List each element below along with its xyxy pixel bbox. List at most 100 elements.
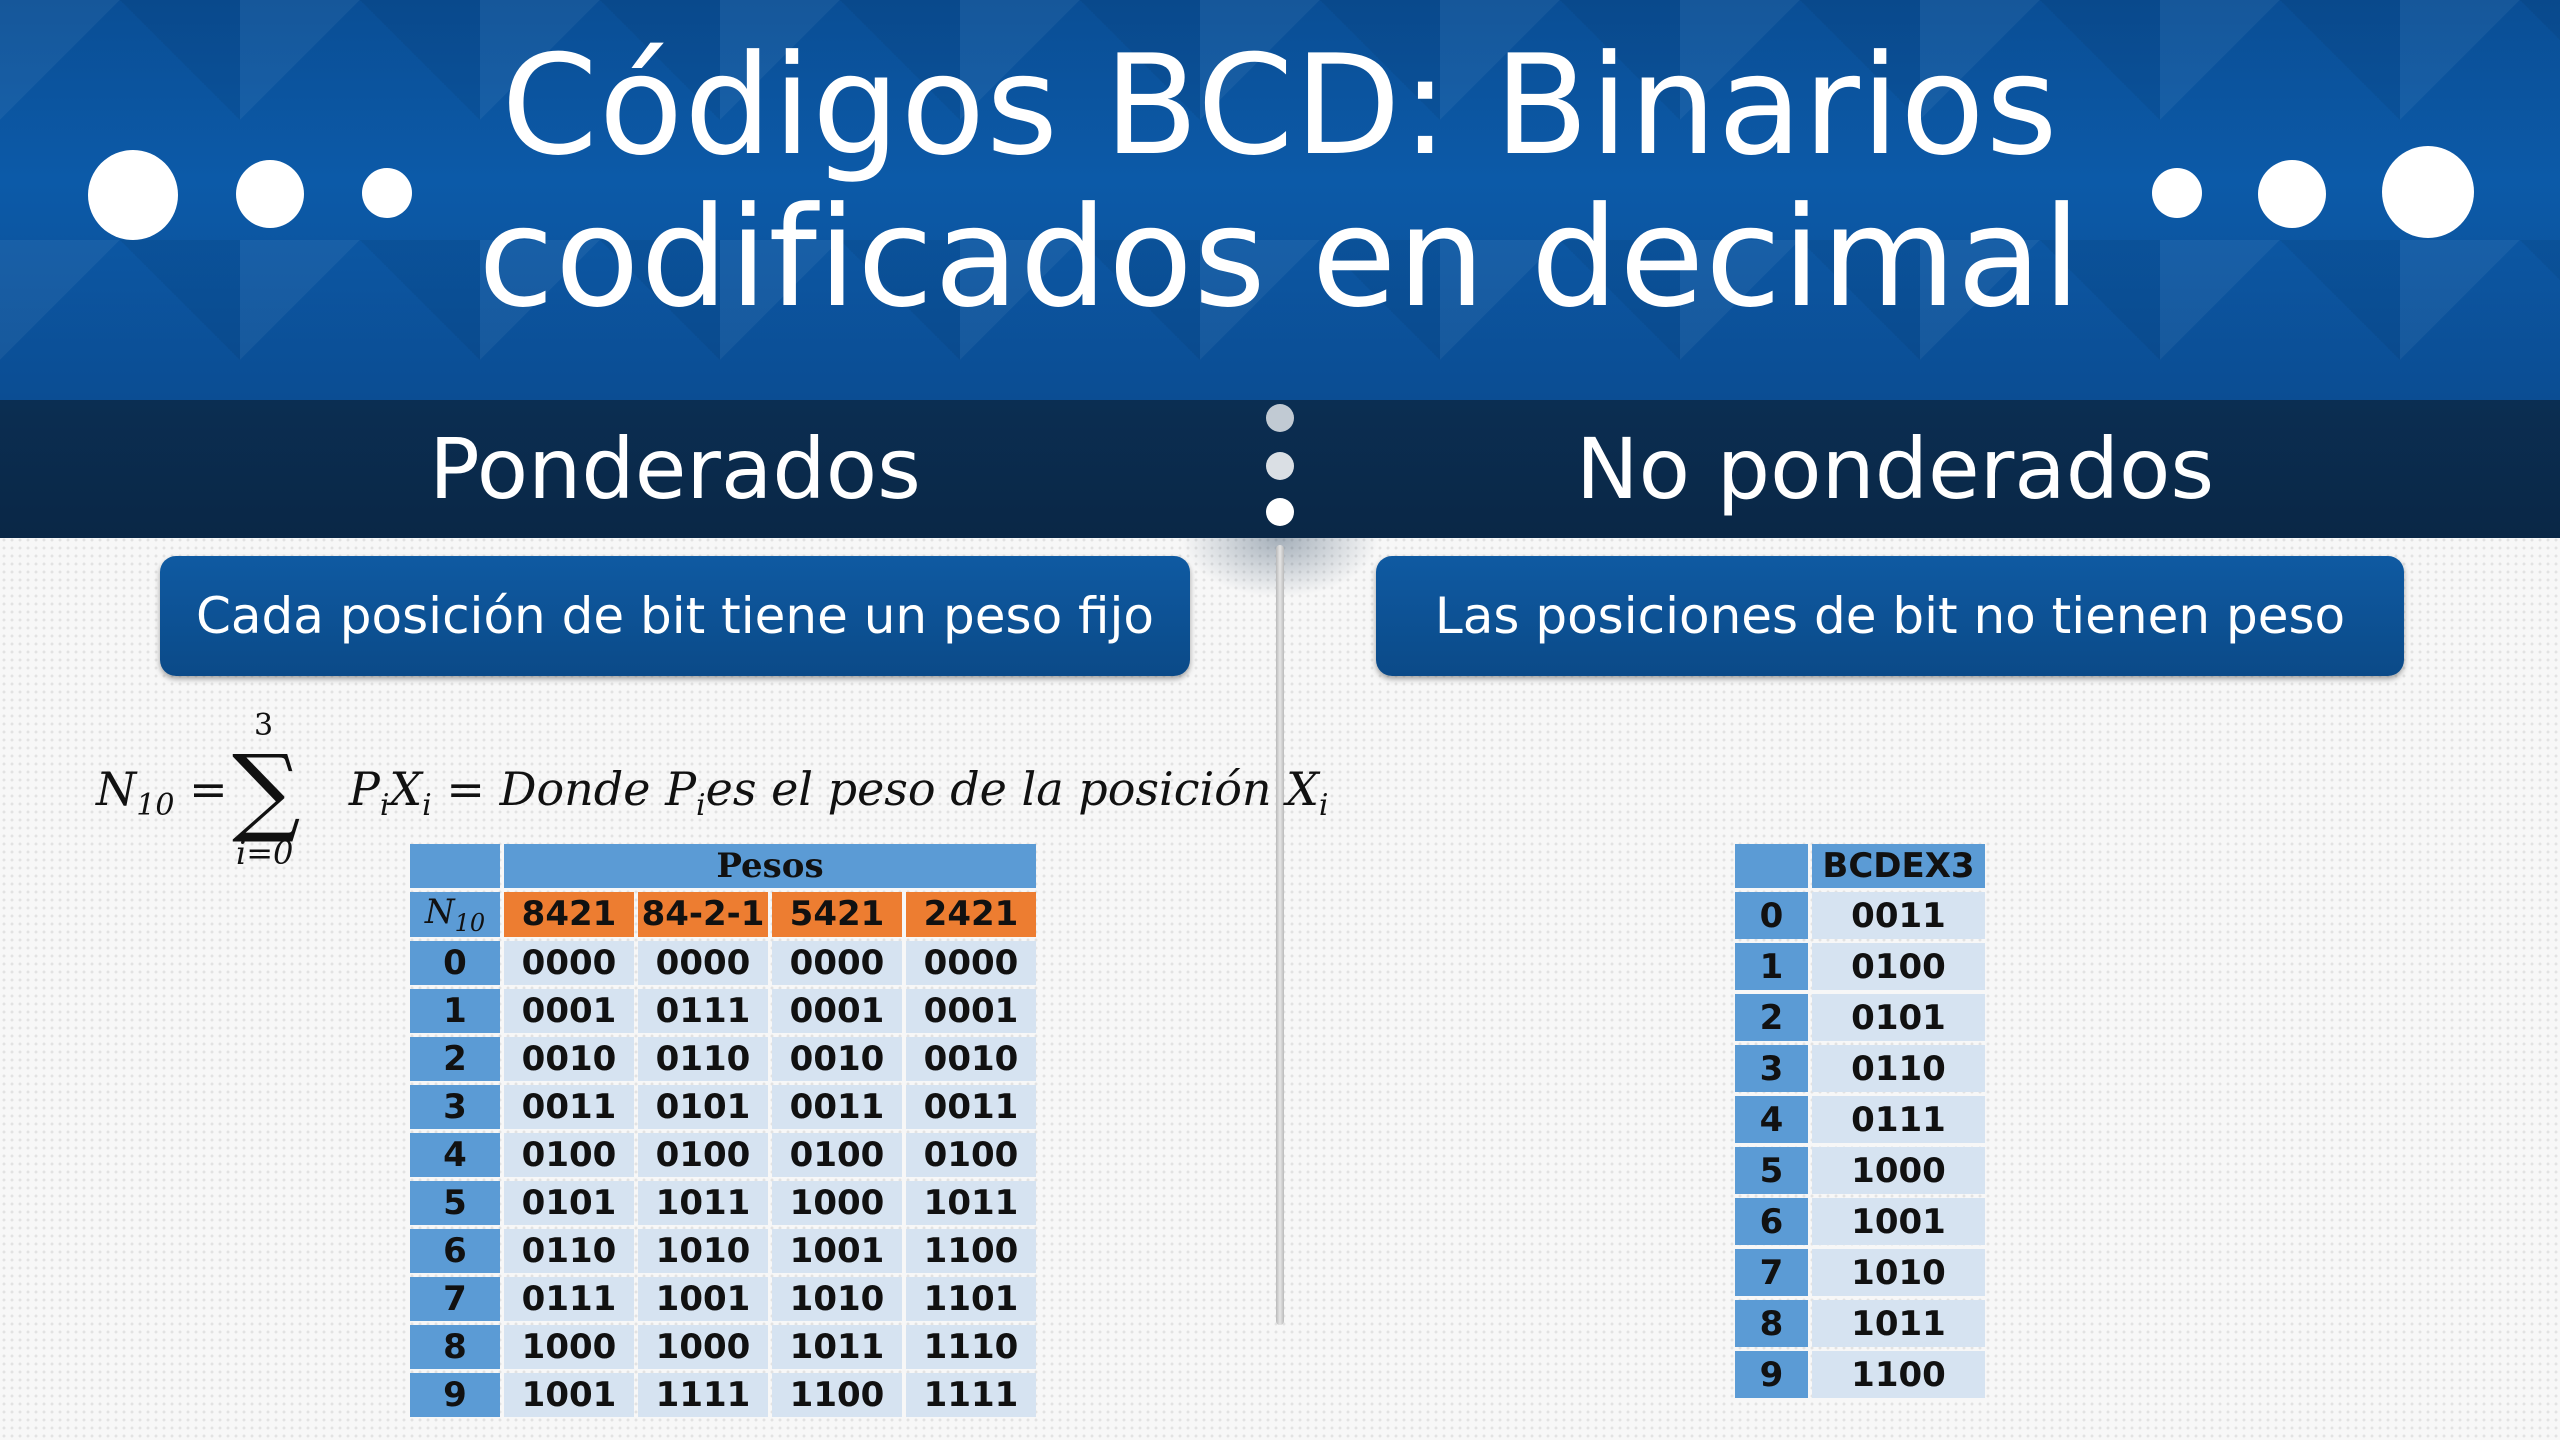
decimal-digit: 3 (410, 1084, 500, 1129)
weight-column-header: 5421 (772, 892, 902, 937)
code-cell: 0100 (906, 1132, 1036, 1177)
table-row: 6 0110 1010 1001 1100 (410, 1228, 1036, 1273)
code-cell: 0100 (504, 1132, 634, 1177)
code-cell: 0101 (504, 1180, 634, 1225)
code-cell: 0101 (1812, 994, 1985, 1041)
title-line-1: Códigos BCD: Binarios (501, 25, 2059, 186)
code-cell: 0011 (504, 1084, 634, 1129)
sigma-icon: ∑ (232, 734, 301, 846)
code-cell: 0010 (504, 1036, 634, 1081)
decor-dot-right-large (2382, 146, 2474, 238)
code-cell: 0001 (504, 988, 634, 1033)
decimal-digit: 0 (410, 940, 500, 985)
code-cell: 0000 (504, 940, 634, 985)
code-cell: 1111 (906, 1372, 1036, 1417)
code-cell: 1101 (906, 1276, 1036, 1321)
pill-weighted-description: Cada posición de bit tiene un peso fijo (160, 556, 1190, 676)
table-row: 1 0100 (1735, 943, 1985, 990)
code-cell: 1011 (1812, 1300, 1985, 1347)
table-row: 0 0000 0000 0000 0000 (410, 940, 1036, 985)
code-cell: 0011 (772, 1084, 902, 1129)
code-cell: 1010 (1812, 1249, 1985, 1296)
decor-dot-left-medium (236, 160, 304, 228)
table-corner (1735, 844, 1808, 888)
decimal-digit: 5 (410, 1180, 500, 1225)
table-row: 2 0010 0110 0010 0010 (410, 1036, 1036, 1081)
decimal-digit: 1 (410, 988, 500, 1033)
code-cell: 1000 (772, 1180, 902, 1225)
table-row: 2 0101 (1735, 994, 1985, 1041)
decimal-digit: 3 (1735, 1045, 1808, 1092)
table-row: 9 1001 1111 1100 1111 (410, 1372, 1036, 1417)
code-cell: 0101 (638, 1084, 768, 1129)
decimal-digit: 2 (410, 1036, 500, 1081)
code-cell: 0000 (906, 940, 1036, 985)
decimal-digit: 9 (410, 1372, 500, 1417)
decimal-digit: 6 (1735, 1198, 1808, 1245)
table-row: 3 0110 (1735, 1045, 1985, 1092)
code-cell: 1110 (906, 1324, 1036, 1369)
code-cell: 0110 (1812, 1045, 1985, 1092)
code-cell: 0011 (906, 1084, 1036, 1129)
table-row: 0 0011 (1735, 892, 1985, 939)
table-row: 7 0111 1001 1010 1101 (410, 1276, 1036, 1321)
heading-ponderados: Ponderados (429, 420, 921, 518)
slide-title: Códigos BCD: Binarios codificados en dec… (300, 30, 2260, 334)
code-cell: 1001 (1812, 1198, 1985, 1245)
decor-dot-right-small (2152, 168, 2202, 218)
code-cell: 0000 (638, 940, 768, 985)
decimal-digit: 2 (1735, 994, 1808, 1041)
decimal-digit: 4 (1735, 1096, 1808, 1143)
code-cell: 0111 (638, 988, 768, 1033)
code-cell: 0111 (1812, 1096, 1985, 1143)
table-row: 8 1000 1000 1011 1110 (410, 1324, 1036, 1369)
code-cell: 0000 (772, 940, 902, 985)
code-cell: 1000 (1812, 1147, 1985, 1194)
code-cell: 1010 (772, 1276, 902, 1321)
code-cell: 0110 (638, 1036, 768, 1081)
weighted-codes-table: Pesos N10 8421 84-2-1 5421 2421 0 0000 0000 00… (406, 840, 1040, 1421)
table-row: 8 1011 (1735, 1300, 1985, 1347)
code-cell: 0100 (772, 1132, 902, 1177)
pesos-header: Pesos (504, 844, 1036, 888)
code-cell: 0100 (1812, 943, 1985, 990)
formula-expression: N10 = PiXi = Donde Pies el peso de la po… (96, 762, 1329, 824)
decor-dot-right-medium (2258, 160, 2326, 228)
code-cell: 0111 (504, 1276, 634, 1321)
sum-upper-limit: 3 (254, 708, 274, 743)
vertical-divider (1276, 545, 1284, 1325)
table-row: 4 0100 0100 0100 0100 (410, 1132, 1036, 1177)
weight-column-header: 8421 (504, 892, 634, 937)
code-cell: 1000 (504, 1324, 634, 1369)
code-cell: 1000 (638, 1324, 768, 1369)
pill-unweighted-description: Las posiciones de bit no tienen peso (1376, 556, 2404, 676)
table-row: 4 0111 (1735, 1096, 1985, 1143)
table-row: 6 1001 (1735, 1198, 1985, 1245)
code-cell: 0010 (906, 1036, 1036, 1081)
decimal-digit: 7 (1735, 1249, 1808, 1296)
code-cell: 0001 (906, 988, 1036, 1033)
code-cell: 1001 (772, 1228, 902, 1273)
table-row: 5 1000 (1735, 1147, 1985, 1194)
code-cell: 0010 (772, 1036, 902, 1081)
code-cell: 1100 (906, 1228, 1036, 1273)
table-row: 5 0101 1011 1000 1011 (410, 1180, 1036, 1225)
table-row: 1 0001 0111 0001 0001 (410, 988, 1036, 1033)
decimal-digit: 1 (1735, 943, 1808, 990)
code-cell: 0011 (1812, 892, 1985, 939)
decimal-digit: 7 (410, 1276, 500, 1321)
code-cell: 1100 (772, 1372, 902, 1417)
table-row: 3 0011 0101 0011 0011 (410, 1084, 1036, 1129)
decimal-digit: 8 (1735, 1300, 1808, 1347)
decimal-digit: 8 (410, 1324, 500, 1369)
code-cell: 1011 (638, 1180, 768, 1225)
code-cell: 0001 (772, 988, 902, 1033)
code-cell: 0100 (638, 1132, 768, 1177)
excess3-table: BCDEX3 0 0011 1 0100 2 0101 3 0110 4 0111 5 1000 6 10… (1731, 840, 1989, 1402)
table-row: 7 1010 (1735, 1249, 1985, 1296)
decimal-digit: 0 (1735, 892, 1808, 939)
decimal-digit: 5 (1735, 1147, 1808, 1194)
table-row: 9 1100 (1735, 1351, 1985, 1398)
decimal-digit: 9 (1735, 1351, 1808, 1398)
code-cell: 1010 (638, 1228, 768, 1273)
